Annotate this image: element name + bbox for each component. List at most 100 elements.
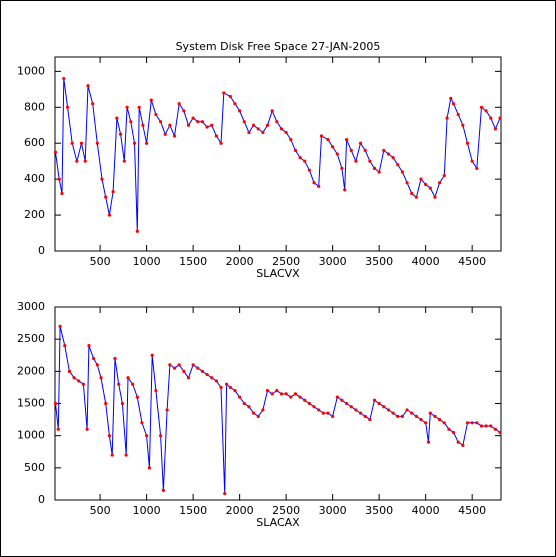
x-tick-label: 3500 [365,255,393,268]
data-point [498,116,502,120]
data-point [498,430,502,435]
x-tick-label: 2000 [226,504,254,517]
data-point [344,401,349,406]
data-point [475,421,479,425]
data-point [182,369,186,373]
data-point [233,102,237,106]
data-point [298,155,302,160]
data-point [140,421,144,425]
data-point [405,181,409,185]
data-point [200,120,205,124]
data-point [489,424,493,428]
data-point [247,405,251,409]
data-point [126,376,130,380]
data-point [428,411,432,415]
data-point [391,155,395,160]
data-point [331,145,335,149]
y-tick-label: 800 [24,100,45,113]
data-point [147,466,152,470]
data-point [377,170,381,174]
data-point [335,152,339,156]
data-point [410,191,414,196]
data-point [53,150,58,154]
data-point [242,401,246,406]
data-point [442,421,446,425]
data-point [331,414,335,418]
data-point [95,363,99,367]
y-tick-label: 0 [38,493,45,506]
y-tick-label: 1000 [17,64,45,77]
data-point [247,130,251,135]
x-tick-label: 4500 [458,504,486,517]
x-tick-label: 1000 [133,504,161,517]
data-point [233,389,237,393]
data-point [354,408,358,412]
data-point [419,417,423,422]
data-point [135,229,139,233]
data-point [132,141,137,145]
data-point [307,168,311,172]
data-point [154,112,158,117]
data-point [141,123,145,127]
data-point [326,138,330,142]
data-point [81,382,85,386]
x-tick-label: 500 [90,504,111,517]
data-point [275,389,279,393]
x-tick-label: 2000 [226,255,254,268]
data-point [256,127,260,131]
data-point [158,434,163,438]
data-point [479,424,484,428]
data-point [470,159,474,163]
data-point [135,395,139,399]
data-point [238,395,242,399]
plot-frame [54,56,502,252]
data-point [396,414,400,418]
data-point [104,195,108,199]
data-point [223,491,227,496]
data-point [465,141,470,145]
x-tick-label: 1500 [179,504,207,517]
data-point [438,417,442,422]
data-point [426,440,431,444]
data-point [124,453,128,457]
x-tick-label: 2500 [272,255,300,268]
data-point [210,376,214,380]
data-point [489,116,493,120]
x-tick-label: 500 [90,255,111,268]
data-point [113,356,117,361]
data-point [75,159,79,163]
data-point [433,195,437,199]
data-point [317,184,321,188]
y-tick-label: 1000 [17,429,45,442]
data-point [104,401,108,406]
data-point [414,195,418,199]
data-point [382,405,386,409]
data-point [91,102,95,106]
data-point [265,389,270,393]
x-axis-label: SLACAX [256,516,300,529]
data-point [438,181,442,185]
data-point [265,123,270,127]
data-point [354,159,358,163]
data-point [72,376,76,380]
data-point [279,127,284,131]
data-point [451,102,456,106]
data-point [182,109,186,113]
data-point [445,116,449,120]
data-point [343,188,347,192]
data-point [424,182,428,187]
data-point [335,395,339,399]
y-tick-label: 1500 [17,397,45,410]
data-point [165,408,169,412]
data-point [298,395,302,399]
data-point [168,123,172,127]
data-point [400,414,405,418]
data-point [428,186,432,190]
data-point [115,116,119,120]
y-tick-label: 0 [38,244,45,257]
data-point [447,427,451,431]
data-point [222,91,226,95]
data-point [77,379,81,383]
data-point [363,148,367,153]
y-tick-label: 2000 [17,364,45,377]
